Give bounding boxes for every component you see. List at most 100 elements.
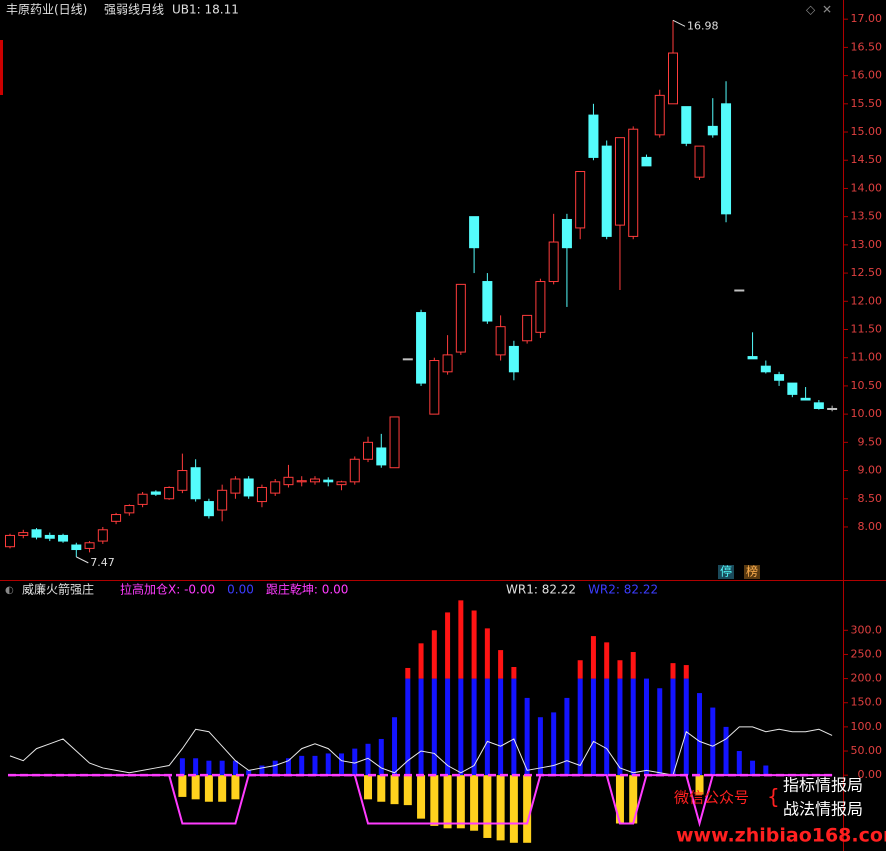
bar (431, 630, 437, 679)
candle-body (800, 397, 811, 401)
candle-body (455, 283, 466, 353)
candle-body (124, 505, 135, 514)
annotation-arrow (76, 556, 89, 564)
candle-body (774, 374, 785, 381)
bar (670, 678, 676, 776)
watermark: 微信公众号 (674, 789, 749, 807)
candle-body (376, 447, 387, 466)
icon-diamond[interactable]: ◇ (806, 3, 816, 17)
bar (750, 760, 756, 776)
watermark-url: www.zhibiao168.com (676, 825, 886, 847)
bar (312, 755, 318, 776)
bar (483, 775, 492, 838)
candle-body (97, 529, 108, 542)
candle-body (721, 103, 732, 215)
bar (524, 697, 530, 776)
candle-body (44, 534, 55, 539)
candle-body (283, 476, 294, 486)
y-tick-label: 14.50 (851, 153, 883, 166)
toggle[interactable]: ◐ (5, 585, 14, 596)
bar (615, 775, 624, 824)
wr-line (9, 726, 833, 776)
button-label: 榜 (746, 564, 758, 579)
y-tick-label: 250.0 (851, 647, 883, 660)
bar (178, 775, 187, 797)
bar (630, 678, 636, 776)
button-label: 停 (720, 564, 732, 579)
bar (418, 643, 424, 679)
bar (418, 678, 424, 776)
candle-body (150, 491, 161, 495)
bar (259, 765, 265, 776)
candle-body (31, 529, 42, 538)
annotation-arrow (672, 19, 686, 27)
bar (325, 753, 331, 776)
y-tick-label: 12.00 (851, 294, 883, 307)
candle-body (588, 114, 599, 158)
bar (445, 612, 451, 679)
bar (604, 642, 610, 679)
bar (617, 678, 623, 776)
candle-body (654, 94, 665, 136)
candle-body (137, 493, 148, 505)
legend-entry: 跟庄乾坤: 0.00 (266, 582, 349, 597)
bar (430, 775, 439, 826)
bar (377, 775, 386, 802)
stock-name: 丰原药业(日线) (6, 3, 87, 17)
brace: { (767, 785, 780, 809)
bar (405, 667, 411, 679)
bar (697, 693, 703, 776)
bar (458, 678, 464, 776)
bar (218, 775, 227, 802)
candle-body (561, 218, 572, 249)
icon-close[interactable]: ✕ (822, 3, 832, 17)
candle-body (416, 312, 427, 384)
bar (417, 775, 426, 819)
candle-body (256, 486, 267, 503)
candle-body (548, 241, 559, 283)
candle-body (84, 542, 95, 549)
candle-body (349, 458, 360, 483)
legend-entry: WR1: 82.22 (506, 583, 576, 597)
legend-entry: 0.00 (227, 583, 254, 597)
candle-body (190, 467, 201, 500)
bar (231, 775, 240, 800)
candle-body (389, 416, 400, 469)
y-tick-label: 16.50 (851, 40, 883, 53)
bar (590, 678, 596, 776)
bar (577, 660, 583, 679)
candle-body (827, 407, 838, 410)
y-tick-label: 100.0 (851, 720, 883, 733)
y-tick-label: 11.50 (851, 322, 883, 335)
candle-body (575, 171, 586, 229)
watermark: 战法情报局 (783, 800, 863, 819)
candle-body (668, 52, 678, 105)
annotation: 7.47 (90, 556, 115, 569)
button[interactable] (744, 565, 760, 579)
candle-body (747, 356, 758, 360)
bar (272, 760, 278, 776)
bar (378, 738, 384, 776)
bar (498, 678, 504, 776)
bar (339, 753, 344, 776)
bar (204, 775, 213, 802)
button[interactable] (718, 565, 734, 579)
candle-body (601, 145, 612, 237)
bar (509, 775, 518, 843)
candle-body (429, 360, 440, 415)
y-tick-label: 8.00 (858, 520, 883, 533)
bar (179, 758, 185, 776)
candle-body (58, 534, 69, 542)
legend-entry: 拉高加仓X: -0.00 (120, 582, 215, 597)
y-tick-label: 9.50 (858, 435, 883, 448)
bar (577, 678, 583, 776)
y-tick-label: 0.00 (858, 768, 883, 781)
y-tick-label: 12.50 (851, 266, 883, 279)
candle-body (217, 489, 228, 511)
bar (390, 775, 399, 805)
bar (246, 770, 252, 776)
candle-body (522, 314, 533, 342)
bar (484, 628, 490, 679)
bar (471, 610, 477, 679)
bar (456, 775, 465, 829)
